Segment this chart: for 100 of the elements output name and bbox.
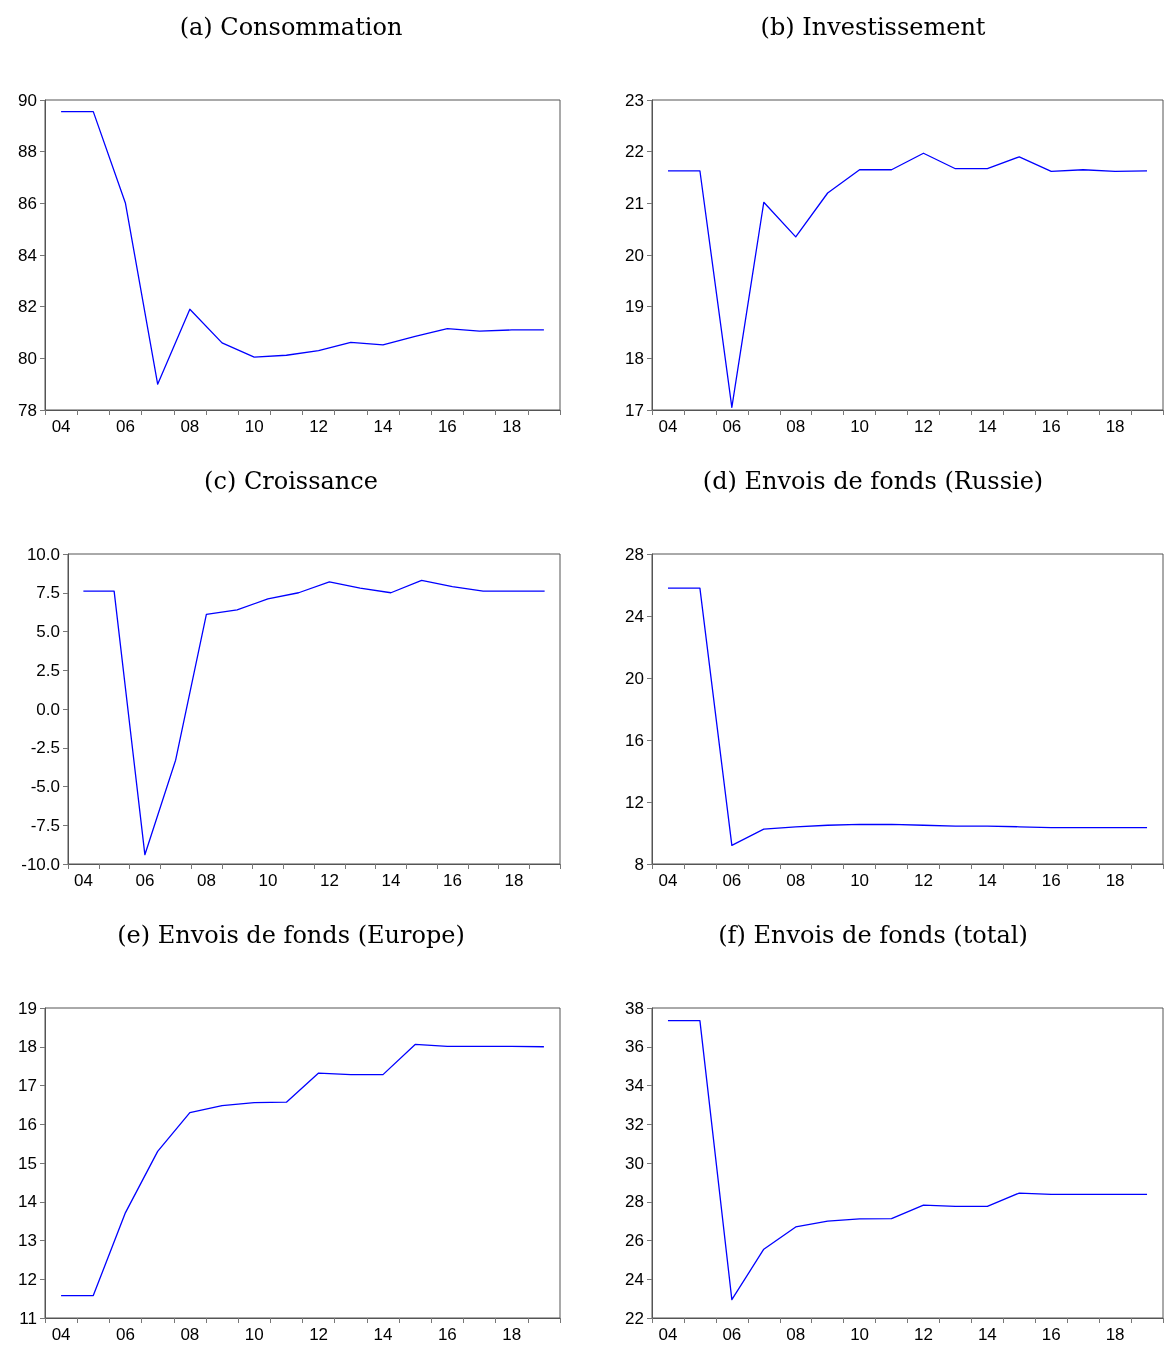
y-tick-label: 20	[625, 668, 644, 688]
y-tick-label: 21	[625, 193, 644, 213]
x-tick-label: 18	[502, 417, 522, 436]
x-tick-label: 08	[180, 417, 200, 436]
y-tick-label: 38	[625, 998, 644, 1018]
x-tick-label: 16	[442, 871, 462, 890]
line-series	[60, 1043, 545, 1297]
x-tick-label: 10	[850, 417, 870, 436]
y-tick-label: 18	[18, 1037, 37, 1057]
line-series	[667, 1019, 1148, 1301]
y-tick-label: 78	[18, 400, 37, 420]
x-tick-label: 06	[135, 871, 155, 890]
x-tick-label: 10	[258, 871, 278, 890]
x-tick-label: 16	[1041, 417, 1061, 436]
y-tick-label: 90	[18, 90, 37, 110]
y-tick-label: 19	[18, 998, 37, 1018]
y-tick-label: 7.5	[36, 583, 60, 603]
x-tick-label: 18	[502, 1325, 522, 1344]
y-tick-label: 20	[625, 245, 644, 265]
y-tick-label: 12	[18, 1269, 37, 1289]
y-tick-label: 22	[625, 142, 644, 162]
y-tick-label: 8	[634, 854, 644, 874]
x-tick-label: 08	[180, 1325, 200, 1344]
x-tick-label: 10	[850, 871, 870, 890]
y-tick-label: 86	[18, 193, 37, 213]
x-tick-label: 18	[1105, 417, 1125, 436]
x-tick-label: 12	[309, 417, 329, 436]
y-tick-label: 82	[18, 297, 37, 317]
x-tick-label: 12	[914, 871, 933, 890]
y-tick-label: 19	[625, 297, 644, 317]
x-tick-label: 04	[51, 1325, 71, 1344]
x-tick-label: 10	[244, 417, 264, 436]
y-tick-label: 5.0	[36, 622, 60, 641]
x-tick-label: 08	[786, 1325, 806, 1344]
y-tick-label: 24	[625, 606, 644, 626]
chart-title: (d) Envois de fonds (Russie)	[702, 467, 1044, 495]
x-tick-label: 12	[319, 871, 339, 890]
x-tick-label: 04	[658, 871, 678, 890]
x-tick-label: 04	[658, 417, 678, 436]
x-tick-label: 06	[722, 871, 742, 890]
y-tick-label: 22	[625, 1308, 644, 1328]
x-tick-label: 04	[73, 871, 93, 890]
y-tick-label: 32	[625, 1114, 644, 1134]
y-tick-label: -5.0	[30, 777, 60, 796]
x-tick-label: 10	[244, 1325, 264, 1344]
y-tick-label: 10.0	[26, 544, 60, 564]
x-tick-label: 14	[373, 417, 393, 436]
y-tick-label: 28	[625, 544, 644, 564]
y-tick-label: 16	[625, 730, 644, 750]
y-tick-label: 88	[18, 142, 37, 162]
x-tick-label: 08	[786, 871, 806, 890]
y-tick-label: 23	[625, 90, 644, 110]
x-tick-label: 14	[977, 871, 997, 890]
x-tick-label: 06	[116, 417, 135, 436]
x-tick-label: 18	[1105, 1325, 1125, 1344]
x-tick-label: 18	[1105, 871, 1125, 890]
line-series	[667, 587, 1148, 847]
x-tick-label: 14	[381, 871, 401, 890]
y-tick-label: 36	[625, 1037, 644, 1057]
y-tick-label: 34	[625, 1076, 644, 1095]
y-tick-label: 80	[18, 348, 37, 368]
chart-title: (f) Envois de fonds (total)	[718, 921, 1028, 949]
x-tick-label: 08	[196, 871, 216, 890]
x-tick-label: 04	[658, 1325, 678, 1344]
chart-title: (c) Croissance	[204, 467, 378, 495]
y-tick-label: 0.0	[36, 699, 60, 719]
x-tick-label: 14	[977, 1325, 997, 1344]
line-series	[667, 152, 1148, 409]
y-tick-label: 17	[18, 1076, 37, 1095]
x-tick-label: 14	[373, 1325, 393, 1344]
x-tick-label: 16	[437, 417, 457, 436]
x-tick-label: 16	[437, 1325, 457, 1344]
y-tick-label: -7.5	[30, 815, 60, 835]
x-tick-label: 14	[977, 417, 997, 436]
y-tick-label: 28	[625, 1192, 644, 1212]
y-tick-label: 18	[625, 348, 644, 368]
x-tick-label: 06	[722, 417, 742, 436]
x-tick-label: 10	[850, 1325, 870, 1344]
y-tick-label: 26	[625, 1231, 644, 1250]
y-tick-label: 2.5	[36, 660, 60, 680]
y-tick-label: 24	[625, 1269, 644, 1289]
y-tick-label: 17	[625, 400, 644, 420]
y-tick-label: 30	[625, 1153, 644, 1173]
y-tick-label: 11	[19, 1308, 37, 1328]
x-tick-label: 18	[504, 871, 524, 890]
x-tick-label: 08	[786, 417, 806, 436]
y-tick-label: 14	[18, 1192, 37, 1212]
y-tick-label: -2.5	[30, 738, 60, 758]
x-tick-label: 04	[51, 417, 71, 436]
y-tick-label: 12	[625, 792, 644, 812]
chart-title: (b) Investissement	[760, 13, 986, 41]
x-tick-label: 12	[914, 417, 933, 436]
y-tick-label: 16	[18, 1114, 37, 1134]
chart-title: (e) Envois de fonds (Europe)	[117, 921, 465, 949]
x-tick-label: 12	[309, 1325, 329, 1344]
y-tick-label: 84	[18, 245, 37, 265]
x-tick-label: 06	[116, 1325, 135, 1344]
x-tick-label: 06	[722, 1325, 742, 1344]
y-tick-label: 15	[18, 1153, 37, 1173]
x-tick-label: 16	[1041, 871, 1061, 890]
